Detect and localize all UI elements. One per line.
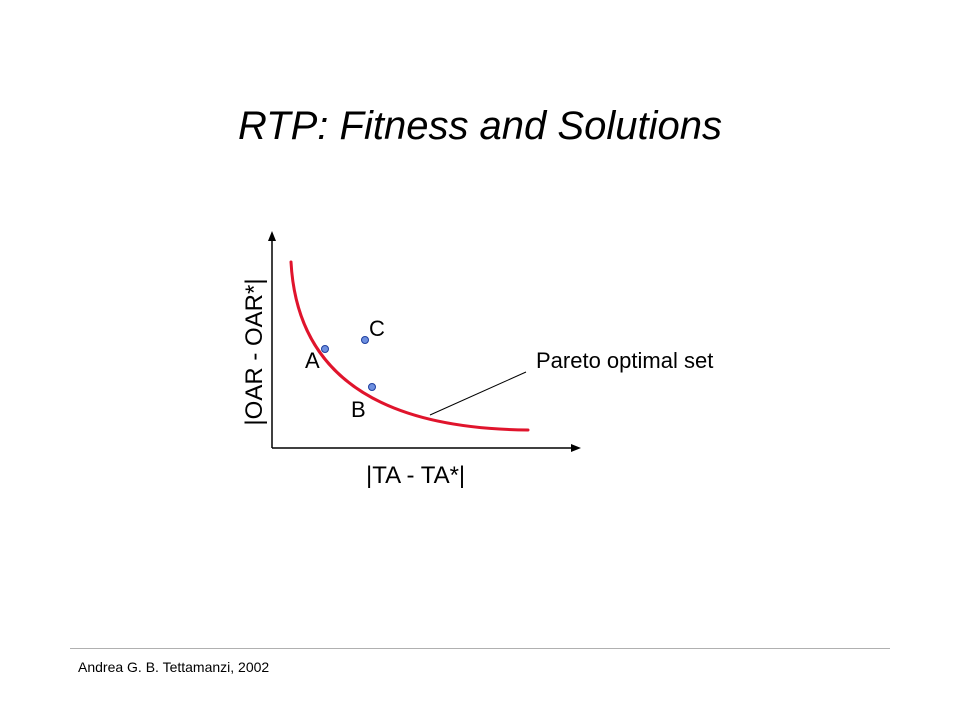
y-axis-label: |OAR - OAR*| — [241, 278, 268, 425]
point-a-label: A — [305, 348, 320, 373]
point-c — [361, 336, 369, 344]
pareto-leader-line — [429, 371, 527, 416]
footer-credit: Andrea G. B. Tettamanzi, 2002 — [78, 659, 270, 675]
point-b-label: B — [351, 397, 366, 422]
pareto-front-curve — [289, 260, 530, 432]
point-a — [321, 345, 329, 353]
x-axis-label: |TA - TA*| — [366, 462, 465, 489]
slide-title: RTP: Fitness and Solutions — [238, 104, 722, 148]
point-c-label: C — [369, 316, 385, 341]
pareto-set-label: Pareto optimal set — [536, 348, 713, 373]
point-b — [368, 383, 376, 391]
footer-divider — [70, 648, 890, 649]
